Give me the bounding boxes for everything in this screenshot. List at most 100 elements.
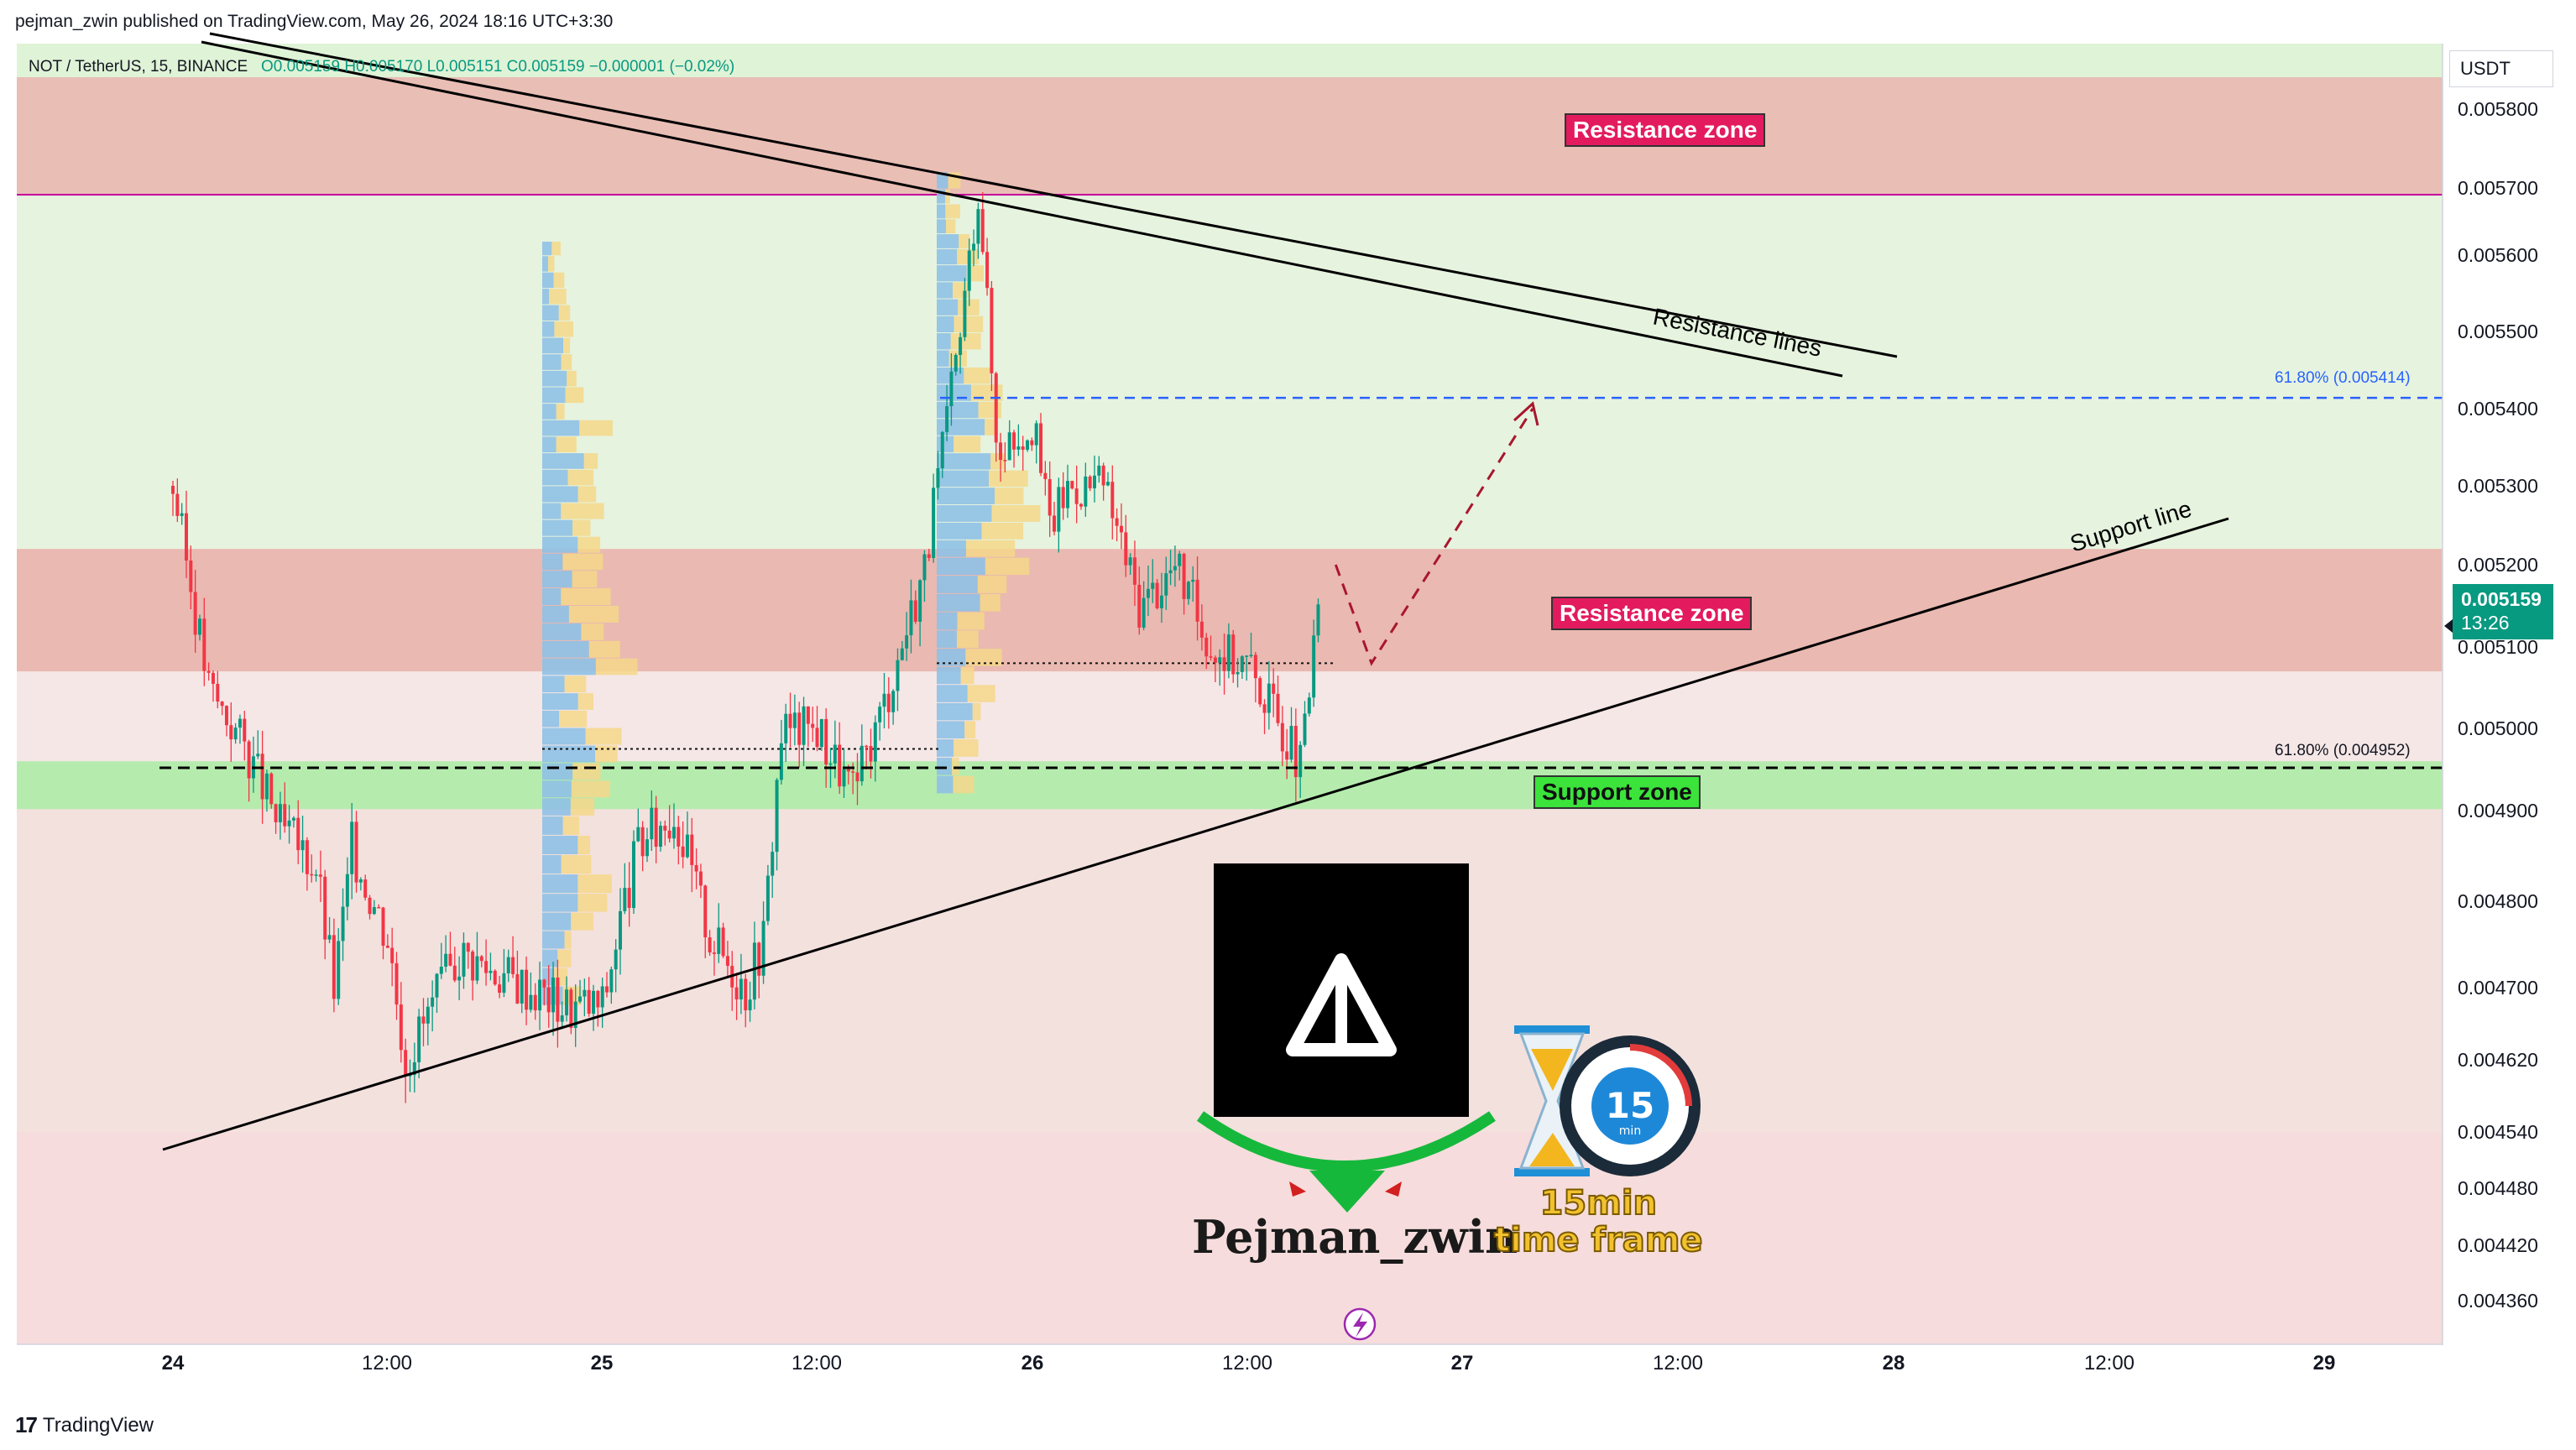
volume-profile-bar-buy (542, 640, 589, 658)
volume-profile-bar-buy (542, 404, 556, 420)
candle-body (220, 702, 224, 707)
currency-selector[interactable]: USDT (2449, 50, 2553, 87)
candle-body (1253, 655, 1257, 679)
candle-body (1088, 476, 1092, 488)
candle-body (873, 722, 877, 762)
volume-profile-bar-buy (542, 835, 578, 855)
candle-body (744, 978, 748, 1011)
volume-profile-bar-buy (542, 949, 558, 968)
volume-profile-bar-sell (965, 540, 1016, 557)
volume-profile-bar-sell (567, 469, 594, 486)
volume-profile-bar-buy (542, 519, 573, 536)
candle-body (1057, 487, 1061, 532)
volume-profile-bar-buy (542, 469, 568, 486)
volume-profile-bar-sell (559, 710, 588, 728)
candle-body (806, 706, 810, 724)
candle-body (1245, 655, 1249, 657)
volume-profile-bar-sell (561, 588, 611, 605)
symbol-name[interactable]: NOT / TetherUS, 15, BINANCE (29, 58, 248, 76)
bar-countdown: 13:26 (2461, 612, 2510, 634)
candle-body (197, 618, 201, 635)
clock-center-icon (1591, 1067, 1669, 1145)
candle-body (623, 888, 627, 911)
candle-body (511, 957, 515, 974)
volume-profile-bar-sell (568, 606, 619, 623)
volume-profile-bar-buy (937, 649, 966, 666)
candle-body (560, 1015, 564, 1022)
volume-profile-bar-sell (981, 522, 1024, 540)
volume-profile-bar-buy (542, 503, 562, 519)
candle-body (994, 373, 998, 443)
price-tick-label: 0.005700 (2458, 177, 2538, 199)
candle-body (1034, 423, 1038, 446)
volume-profile-bar-buy (542, 453, 584, 469)
volume-profile-bar-sell (990, 453, 1006, 470)
price-tick-label: 0.005800 (2458, 98, 2538, 120)
volume-profile-bar-sell (953, 775, 974, 794)
volume-profile-bar-buy (542, 894, 578, 912)
volume-profile-bar-sell (571, 780, 610, 798)
symbol-legend[interactable]: NOT / TetherUS, 15, BINANCE O0.005159 H0… (29, 58, 734, 76)
candle-body (269, 773, 274, 805)
candle-body (654, 807, 658, 848)
time-axis[interactable]: 24 12:00 25 12:00 26 12:00 27 12:00 28 12:00 29 (17, 1343, 2568, 1397)
candle-body (592, 990, 596, 1014)
volume-profile-bar-buy (542, 588, 562, 605)
volume-profile-bar-buy (542, 798, 571, 816)
candle-body (734, 987, 739, 1000)
candle-body (408, 1075, 412, 1077)
volume-profile-bar-sell (977, 576, 1007, 593)
candle-body (619, 910, 622, 950)
candle-body (1222, 657, 1226, 671)
volume-profile-bar-buy (542, 816, 563, 835)
candle-body (1186, 582, 1190, 599)
notcoin-logo (1214, 863, 1469, 1117)
volume-profile-bar-buy (937, 265, 967, 282)
candle-body (1128, 557, 1132, 566)
volume-profile-bar-buy (542, 855, 562, 874)
candle-body (909, 600, 913, 636)
price-tick-label: 0.005500 (2458, 321, 2538, 342)
volume-profile-bar-buy (937, 557, 985, 576)
candle-body (435, 973, 439, 998)
candle-body (327, 935, 332, 940)
candle-body (605, 986, 609, 993)
volume-profile-bar-sell (562, 816, 579, 835)
candle-body (1303, 713, 1307, 745)
volume-profile-bar-buy (937, 540, 966, 557)
publish-header: pejman_zwin published on TradingView.com… (15, 12, 614, 31)
candle-body (556, 977, 560, 1022)
volume-profile-bar-buy (937, 436, 954, 453)
candle-body (372, 907, 376, 915)
volume-profile-bar-sell (577, 874, 612, 894)
timeframe-badge: 15min time frame (1493, 1184, 1703, 1260)
candle-body (1061, 487, 1065, 509)
candle-body (260, 754, 264, 800)
volume-profile-bar-buy (542, 370, 567, 387)
candle-body (1074, 488, 1079, 504)
projection-arrowhead (1513, 401, 1539, 426)
volume-profile-bar-sell (966, 265, 984, 282)
candle-body (945, 406, 949, 432)
volume-profile-bar-sell (577, 835, 590, 855)
candle-body (882, 693, 886, 707)
volume-profile-bar-sell (978, 401, 1002, 419)
candle-body (694, 864, 698, 872)
candle-body (1272, 683, 1276, 694)
candle-body (725, 956, 729, 967)
volume-profile-bar-buy (542, 931, 565, 949)
price-axis[interactable]: 0.005800 0.005700 0.005600 0.005500 0.005400… (2442, 44, 2576, 1353)
time-tick-label: 29 (2313, 1352, 2336, 1374)
volume-profile-bar-buy (937, 282, 954, 299)
candle-body (515, 973, 520, 1004)
volume-profile-bar-buy (937, 576, 978, 593)
candle-body (462, 942, 466, 977)
candle-body (721, 927, 725, 957)
volume-profile-bar-buy (542, 745, 596, 763)
candle-body (905, 635, 909, 649)
volume-profile-bar-buy (937, 219, 946, 234)
tradingview-brand[interactable]: TradingView (42, 1413, 154, 1437)
footer-brand[interactable]: 17 TradingView (15, 1412, 154, 1438)
volume-profile-bar-sell (571, 912, 593, 931)
